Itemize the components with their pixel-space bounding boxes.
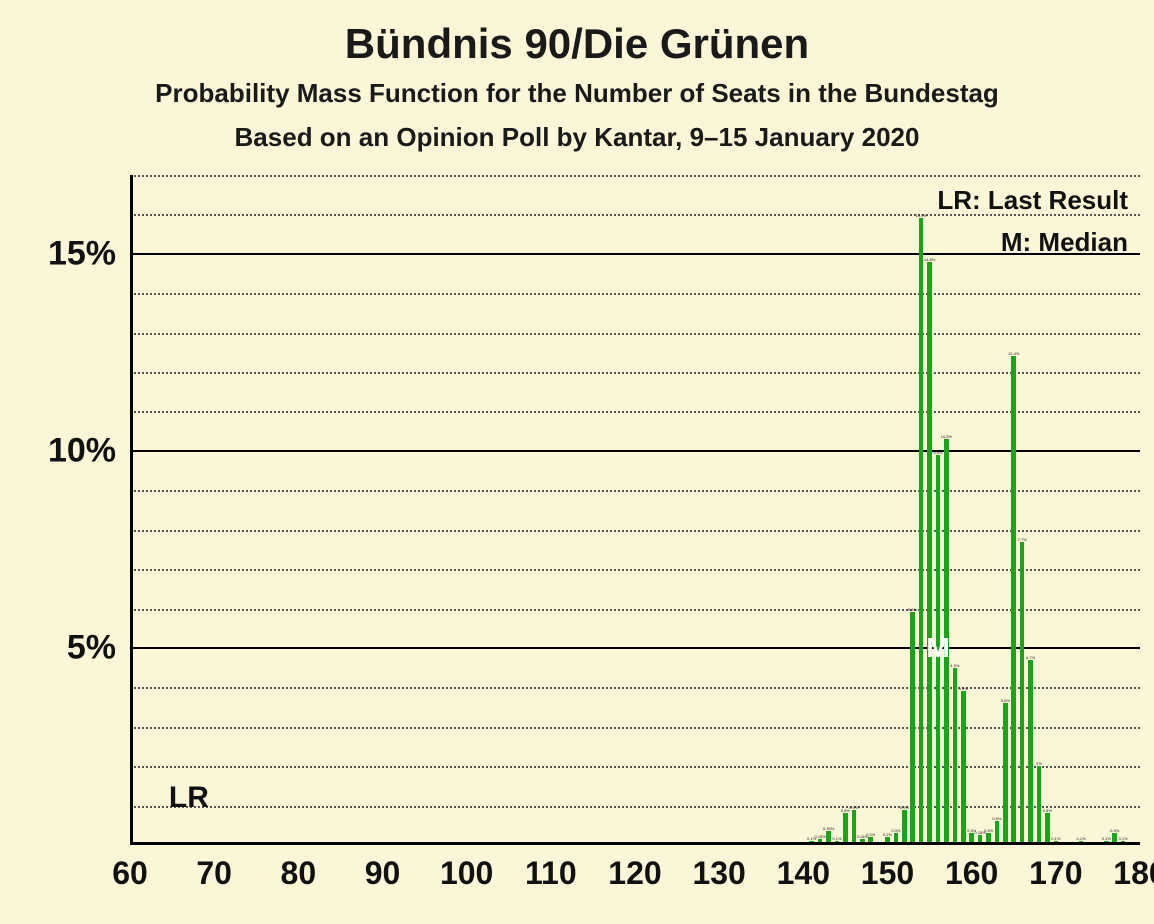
pmf-bar: 14.8%	[927, 262, 932, 845]
pmf-bar-value: 0.8%	[1043, 808, 1052, 813]
chart-subtitle-1: Probability Mass Function for the Number…	[0, 78, 1154, 109]
pmf-bar: 15.9%	[919, 218, 924, 845]
grid-minor-line	[130, 687, 1140, 689]
pmf-bar-value: 5.9%	[908, 607, 917, 612]
x-tick-label: 130	[692, 855, 745, 892]
x-tick-label: 60	[112, 855, 148, 892]
grid-minor-line	[130, 569, 1140, 571]
pmf-bar-value: 9.9%	[933, 450, 942, 455]
pmf-bar: 7.7%	[1020, 542, 1025, 845]
legend-last-result: LR: Last Result	[937, 185, 1128, 216]
last-result-marker: LR	[169, 781, 209, 815]
pmf-bar-value: 0.1%	[832, 836, 841, 841]
pmf-bar-value: 0.9%	[900, 805, 909, 810]
chart-subtitle-2: Based on an Opinion Poll by Kantar, 9–15…	[0, 122, 1154, 153]
pmf-bar-value: 0.3%	[984, 828, 993, 833]
pmf-bar: 3.6%	[1003, 703, 1008, 845]
pmf-bar-value: 0.3%	[891, 828, 900, 833]
plot-area: 0.1%0.15%0.35%0.1%0.8%0.9%0.15%0.2%0.2%0…	[130, 175, 1140, 845]
median-marker: M	[926, 632, 949, 664]
pmf-bar-value: 3.6%	[1001, 698, 1010, 703]
grid-minor-line	[130, 490, 1140, 492]
pmf-bar-value: 0.15%	[814, 834, 825, 839]
grid-major-line	[130, 253, 1140, 255]
grid-minor-line	[130, 530, 1140, 532]
pmf-bar-value: 0.9%	[849, 805, 858, 810]
x-tick-label: 170	[1029, 855, 1082, 892]
pmf-bar-value: 7.7%	[1018, 537, 1027, 542]
x-tick-label: 90	[365, 855, 401, 892]
pmf-bar-value: 12.4%	[1008, 351, 1019, 356]
grid-major-line	[130, 647, 1140, 649]
x-tick-label: 180	[1113, 855, 1154, 892]
x-axis-line	[130, 842, 1140, 845]
chart-title: Bündnis 90/Die Grünen	[0, 20, 1154, 68]
pmf-bar-value: 4.7%	[1026, 655, 1035, 660]
grid-minor-line	[130, 175, 1140, 177]
pmf-bar: 5.9%	[910, 612, 915, 845]
pmf-bar: 0.9%	[902, 810, 907, 845]
grid-major-line	[130, 450, 1140, 452]
x-tick-label: 150	[861, 855, 914, 892]
y-tick-label: 15%	[48, 234, 116, 273]
grid-minor-line	[130, 806, 1140, 808]
grid-minor-line	[130, 609, 1140, 611]
grid-minor-line	[130, 372, 1140, 374]
pmf-bar-value: 3.9%	[959, 686, 968, 691]
pmf-bar-value: 0.1%	[1119, 836, 1128, 841]
grid-minor-line	[130, 727, 1140, 729]
pmf-bar: 2%	[1037, 766, 1042, 845]
pmf-bar-value: 0.2%	[866, 832, 875, 837]
x-tick-label: 80	[281, 855, 317, 892]
pmf-bar-value: 15.9%	[915, 213, 926, 218]
pmf-bar-value: 2%	[1036, 761, 1042, 766]
pmf-bar-value: 0.1%	[1051, 836, 1060, 841]
pmf-bar: 12.4%	[1011, 356, 1016, 845]
pmf-bar-value: 0.3%	[1110, 828, 1119, 833]
pmf-bar: 3.9%	[961, 691, 966, 845]
pmf-bar-value: 0.1%	[1077, 836, 1086, 841]
y-tick-label: 5%	[67, 628, 116, 667]
grid-minor-line	[130, 333, 1140, 335]
pmf-bar-value: 0.1%	[1102, 836, 1111, 841]
pmf-bar: 0.8%	[843, 813, 848, 845]
y-axis-line	[130, 175, 133, 845]
x-tick-label: 100	[440, 855, 493, 892]
pmf-bar-value: 14.8%	[924, 257, 935, 262]
grid-minor-line	[130, 766, 1140, 768]
x-tick-label: 140	[777, 855, 830, 892]
grid-minor-line	[130, 293, 1140, 295]
chart-canvas: Bündnis 90/Die Grünen Probability Mass F…	[0, 0, 1154, 924]
pmf-bar-value: 4.5%	[950, 663, 959, 668]
pmf-bar: 4.7%	[1028, 660, 1033, 845]
pmf-bar: 0.8%	[1045, 813, 1050, 845]
x-tick-label: 160	[945, 855, 998, 892]
legend-median: M: Median	[1001, 227, 1128, 258]
x-tick-label: 120	[608, 855, 661, 892]
x-tick-label: 110	[525, 855, 577, 892]
x-tick-label: 70	[196, 855, 232, 892]
pmf-bar: 4.5%	[953, 668, 958, 845]
pmf-bar-value: 0.6%	[992, 816, 1001, 821]
pmf-bar-value: 0.35%	[823, 826, 834, 831]
pmf-bar: 0.9%	[852, 810, 857, 845]
y-tick-label: 10%	[48, 431, 116, 470]
pmf-bar-value: 10.3%	[941, 434, 952, 439]
grid-minor-line	[130, 411, 1140, 413]
